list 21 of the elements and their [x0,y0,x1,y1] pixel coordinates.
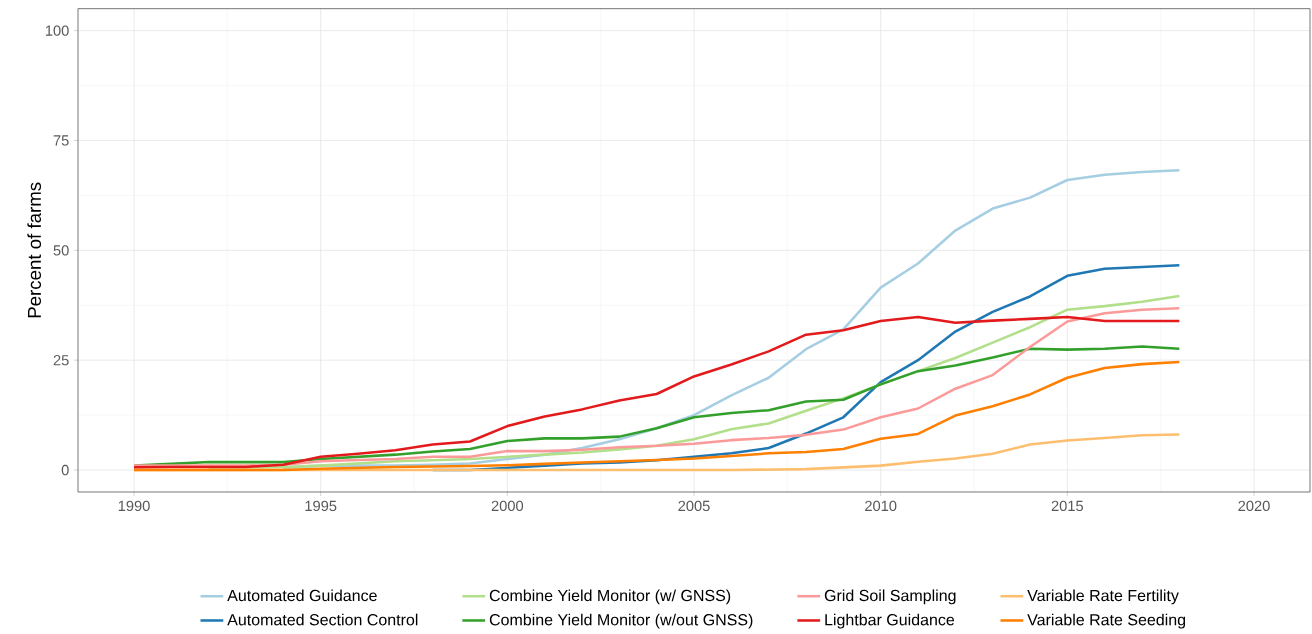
x-tick-label: 2005 [678,500,710,512]
x-tick-label: 2015 [1051,500,1084,512]
legend-label: Combine Yield Monitor (w/ GNSS) [489,589,731,605]
x-tick-label: 2020 [1238,500,1270,512]
y-tick-label: 0 [61,464,69,476]
y-tick-label: 75 [53,135,69,146]
legend-label: Variable Rate Seeding [1027,613,1186,629]
legend-label: Variable Rate Fertility [1027,589,1179,605]
x-tick-label: 1990 [118,500,150,512]
y-axis-title: Percent of farms [27,182,42,318]
x-tick-label: 1995 [305,500,337,512]
y-tick-label: 50 [53,245,69,256]
legend-label: Lightbar Guidance [825,613,955,629]
legend-label: Grid Soil Sampling [824,589,956,605]
legend-label: Automated Section Control [227,613,418,626]
y-tick-label: 100 [45,25,69,36]
legend-label: Combine Yield Monitor (w/out GNSS) [489,613,753,629]
x-tick-label: 2010 [865,500,897,512]
legend-label: Automated Guidance [227,589,377,602]
x-tick-label: 2000 [491,500,524,512]
y-tick-label: 25 [53,354,69,366]
